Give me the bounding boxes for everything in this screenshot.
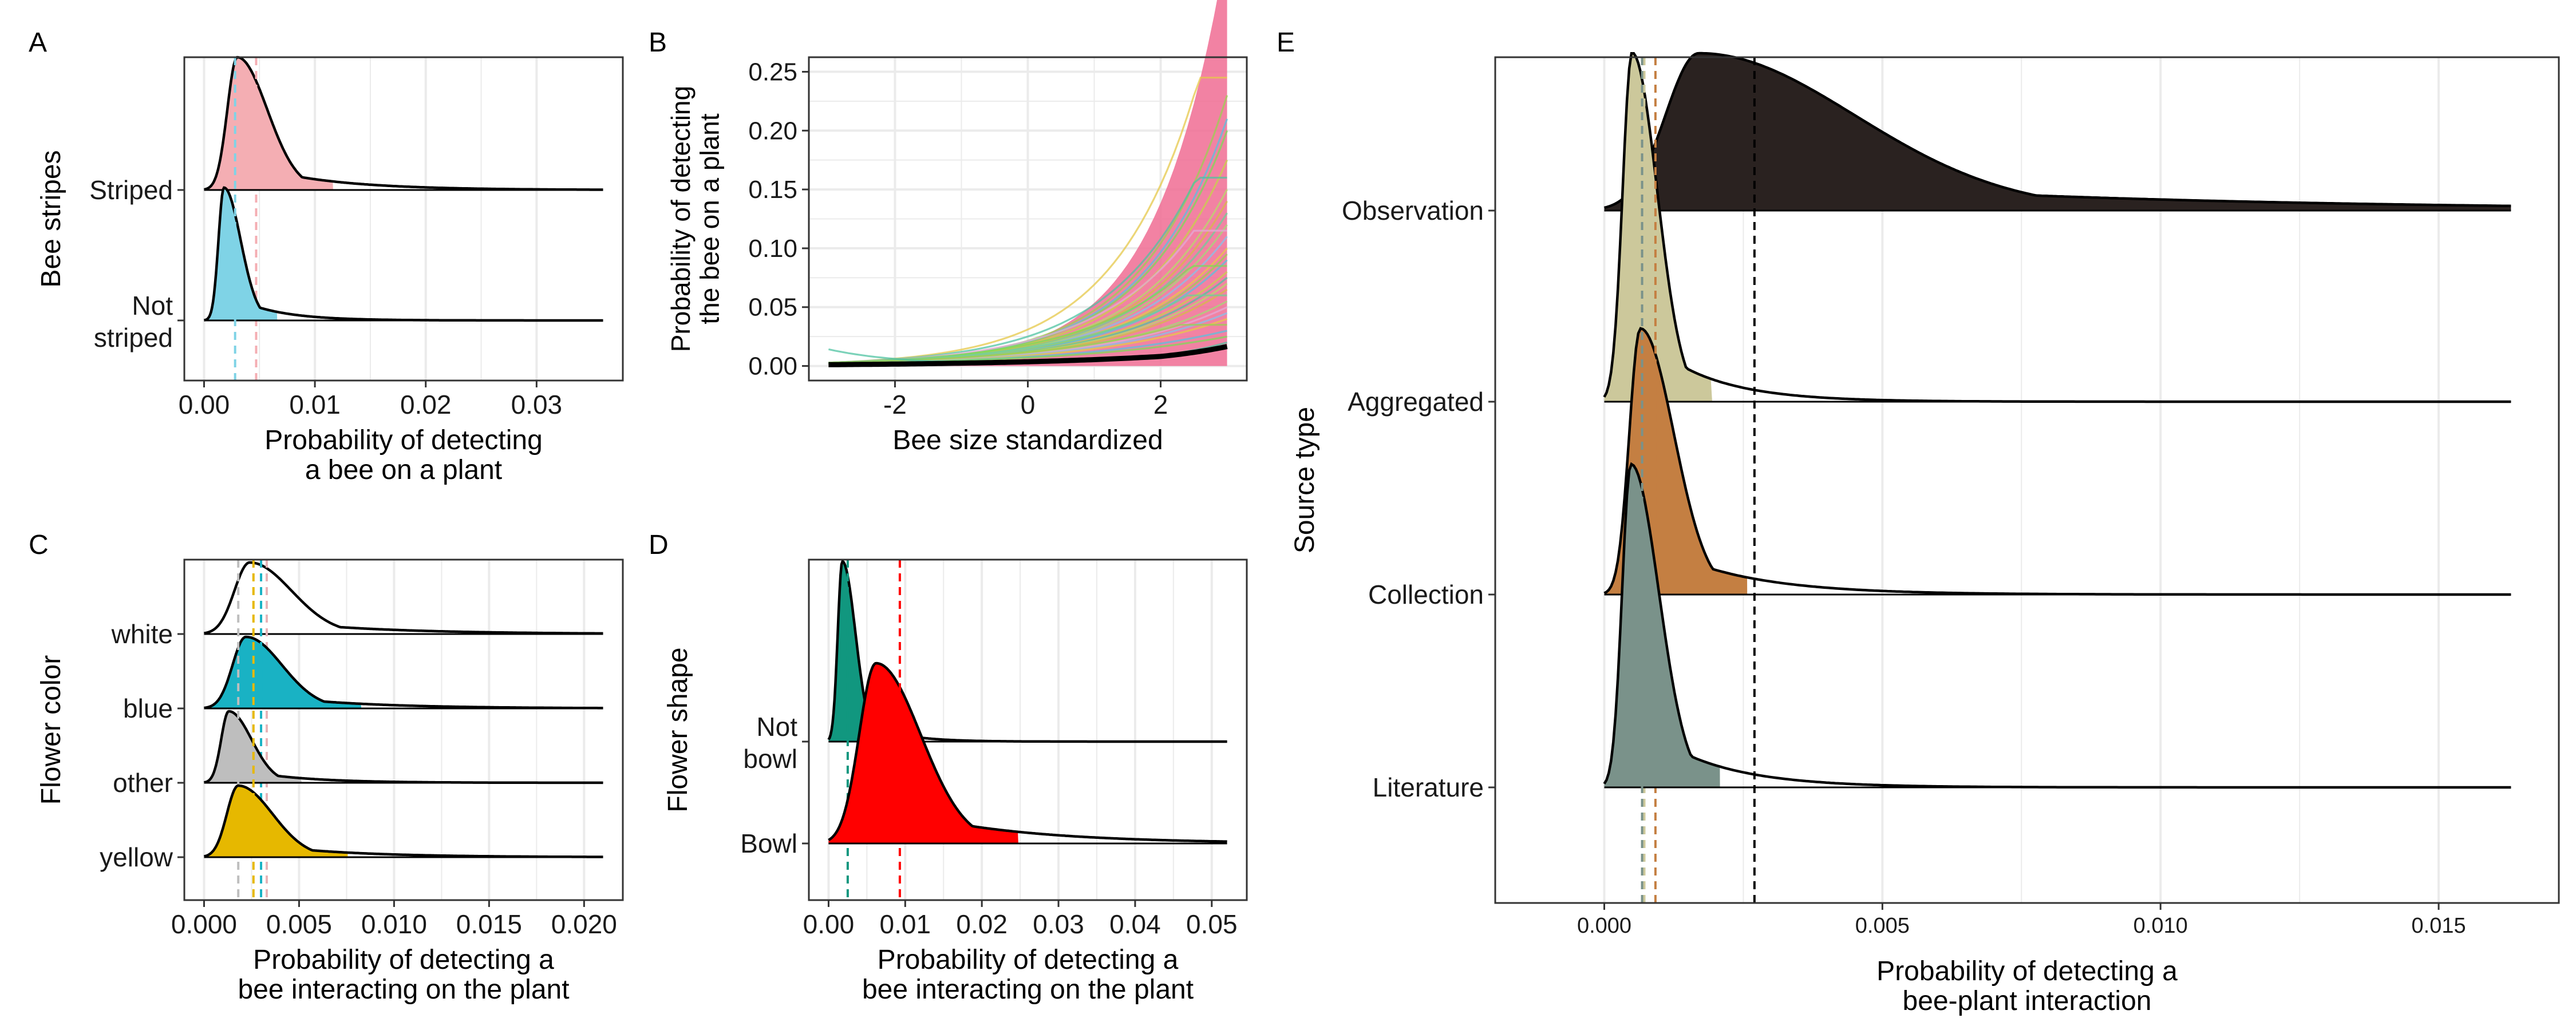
x-tick-label: 0.000 [171,909,237,939]
category-label: Observation [1342,196,1484,225]
ridge-fill [828,561,884,742]
x-axis-label: Probability of detecting a [1876,956,2178,987]
panel-letter: B [649,27,667,58]
ridge-outline [204,186,603,322]
x-tick-label: 0.04 [1109,909,1161,939]
mean-curve [828,344,1228,367]
category-label: Aggregated [1348,387,1484,417]
grid [203,57,538,381]
panel-a: A Striped Not striped Bee stripes 0.00 0.01 0.0… [29,27,624,485]
category-label: Collection [1368,580,1484,609]
panel-e: E Observation Aggregated Collection Literatu… [1277,27,2560,1016]
ridge-outline [204,561,603,635]
y-axis-label: Bee stripes [36,150,66,287]
panel-border [183,558,624,901]
panel-letter: C [29,530,49,560]
panel-letter: E [1277,27,1295,58]
ridge-outline [828,661,1227,843]
x-tick-label: 0.01 [289,390,341,419]
panel-border [808,558,1248,901]
x-axis-label: bee-plant interaction [1903,986,2152,1016]
y-axis-label: Probability of detectingthe bee on a pla… [666,86,725,352]
ridge-fill [204,188,278,320]
x-tick-label: 0.020 [551,909,617,939]
y-axis-label: Flower shape [663,647,693,812]
x-tick-label: 0.00 [179,390,230,419]
x-tick-label: -2 [883,390,907,419]
panel-letter: A [29,27,47,58]
x-tick-label: 0.010 [2134,914,2188,938]
category-label: bowl [743,744,797,774]
x-tick-label: 0.03 [1033,909,1084,939]
x-tick-label: 0.015 [456,909,522,939]
panel-b: B 0.00 0.05 0.10 0.15 0.20 0.25 Probability of … [649,0,1248,455]
x-tick-label: 0.005 [266,909,332,939]
ridge-fill [204,57,333,190]
ridge-fill [204,711,302,783]
ridge-fill [204,562,384,634]
x-axis-label: bee interacting on the plant [862,974,1194,1005]
x-tick-label: 0.015 [2412,914,2466,938]
draw-band [828,0,1227,366]
x-tick-label: 0.05 [1186,909,1238,939]
x-tick-label: 0.000 [1577,914,1631,938]
y-axis-label: Source type [1290,407,1320,553]
x-tick-label: 0.02 [400,390,452,419]
x-tick-label: 0.03 [511,390,563,419]
category-label: striped [94,323,173,352]
category-label: yellow [100,842,173,872]
y-axis-label-line: the bee on a plant [695,113,725,324]
y-tick-label: 0.00 [748,352,797,381]
x-axis-label: Probability of detecting [264,425,543,455]
ridge-fill [1604,464,1720,787]
panel-letter: D [649,530,669,560]
ridge-fill [204,786,348,857]
y-tick-label: 0.20 [748,117,797,145]
category-label: blue [123,694,173,723]
ridge-fill [1604,53,2511,211]
x-tick-label: 0 [1021,390,1036,419]
draw-curve [828,324,1227,364]
ridge-fill [204,637,362,708]
x-tick-label: 0.010 [361,909,427,939]
ridge-fill [1604,53,1712,402]
x-axis-label: Probability of detecting a [253,945,554,975]
ridge-fill [828,663,1018,843]
x-axis-label: a bee on a plant [305,455,502,485]
x-tick-label: 0.02 [956,909,1008,939]
ridge-outline [1603,327,2511,596]
x-tick-label: 0.01 [880,909,931,939]
x-axis-label: bee interacting on the plant [238,974,569,1005]
x-tick-label: 2 [1153,390,1168,419]
x-tick-label: 0.005 [1855,914,1910,938]
panel-border [183,56,624,382]
category-label: Not [132,291,173,320]
category-label: Striped [89,175,173,205]
x-axis-label: Bee size standardized [892,425,1163,455]
ridge-outline [1603,462,2511,789]
y-tick-label: 0.15 [748,176,797,204]
y-tick-label: 0.25 [748,58,797,86]
category-label: Not [756,712,797,742]
y-tick-label: 0.10 [748,235,797,263]
y-axis-label: Flower color [36,655,66,805]
x-axis-label: Probability of detecting a [878,945,1179,975]
category-label: Bowl [740,829,797,858]
x-tick-label: 0.00 [803,909,855,939]
y-tick-label: 0.05 [748,294,797,322]
panel-border [1494,56,2560,904]
category-label: Literature [1373,772,1484,802]
category-label: white [111,619,173,649]
category-label: other [113,768,173,798]
y-axis-label-line: Probability of detecting [666,86,696,352]
